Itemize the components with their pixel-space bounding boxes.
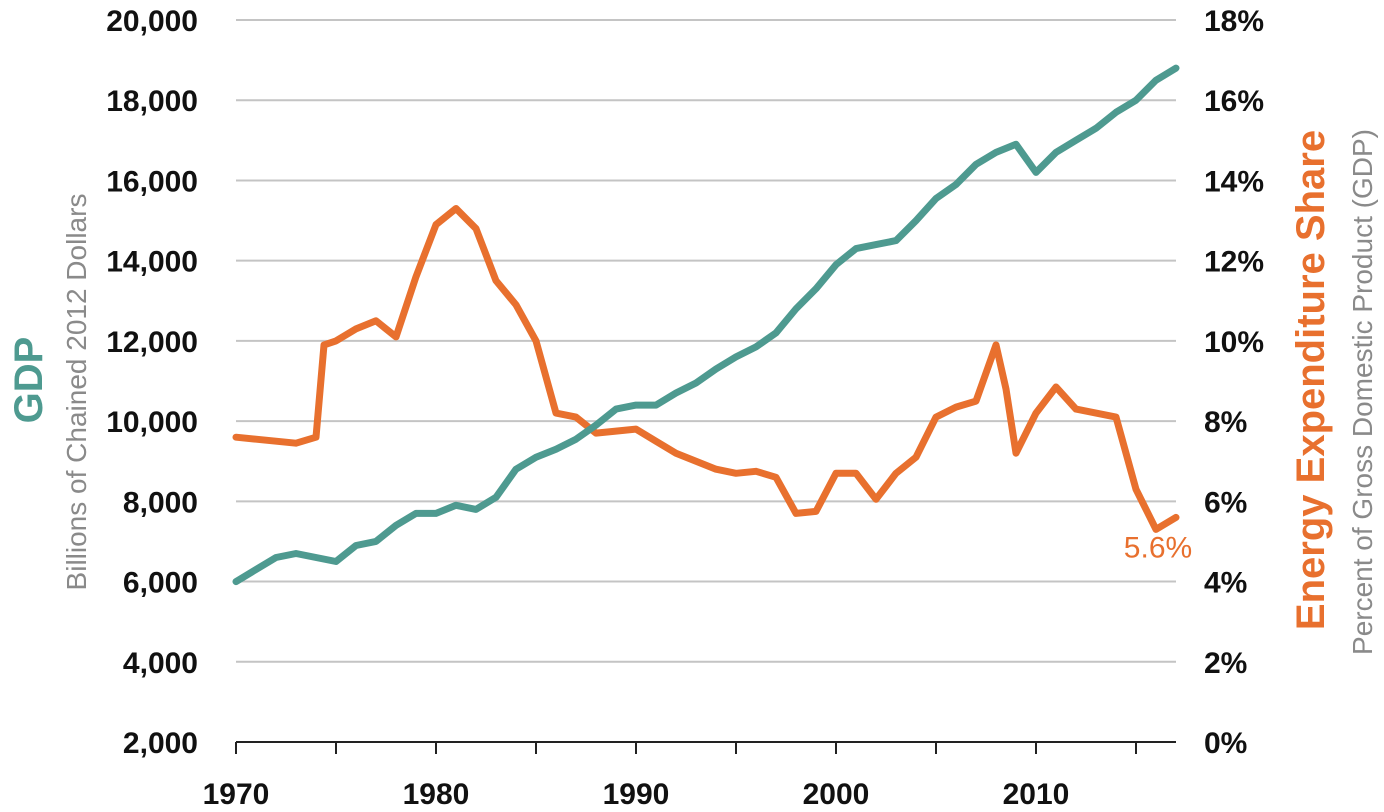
right-tick-label: 18% [1204,5,1264,38]
left-tick-label: 8,000 [123,486,198,519]
left-tick-label: 6,000 [123,567,198,600]
right-tick-label: 8% [1204,406,1247,439]
left-tick-label: 12,000 [106,326,198,359]
energy-end-label: 5.6% [1124,531,1192,564]
left-axis-subtitle: Billions of Chained 2012 Dollars [61,194,92,591]
left-axis-ticks: 2,000 4,000 6,000 8,000 10,000 12,000 14,000 16… [106,5,198,760]
annotations: 5.6% [1124,531,1192,564]
left-tick-label: 16,000 [106,165,198,198]
series-lines [232,64,1180,586]
left-tick-label: 18,000 [106,85,198,118]
right-tick-label: 12% [1204,246,1264,279]
x-tick-label: 2010 [1003,778,1070,811]
right-tick-label: 6% [1204,486,1247,519]
energy-share-line [232,205,1180,533]
right-axis-title: Energy Expenditure Share [1289,130,1333,630]
right-axis-subtitle: Percent of Gross Domestic Product (GDP) [1347,129,1378,655]
x-axis: 1970 1980 1990 2000 2010 [203,741,1176,811]
right-tick-label: 10% [1204,326,1264,359]
right-tick-label: 0% [1204,727,1247,760]
right-tick-label: 2% [1204,647,1247,680]
x-tick-label: 1990 [603,778,670,811]
left-tick-label: 4,000 [123,647,198,680]
right-tick-label: 14% [1204,165,1264,198]
x-tick-label: 1970 [203,778,270,811]
left-tick-label: 14,000 [106,246,198,279]
right-axis-ticks: 0% 2% 4% 6% 8% 10% 12% 14% 16% 18% [1204,5,1264,760]
left-axis-title: GDP [7,337,51,424]
left-tick-label: 20,000 [106,5,198,38]
left-tick-label: 2,000 [123,727,198,760]
left-tick-label: 10,000 [106,406,198,439]
x-tick-label: 2000 [803,778,870,811]
gridlines [236,19,1176,663]
right-tick-label: 4% [1204,567,1247,600]
right-tick-label: 16% [1204,85,1264,118]
gdp-line [232,64,1180,586]
x-tick-label: 1980 [403,778,470,811]
